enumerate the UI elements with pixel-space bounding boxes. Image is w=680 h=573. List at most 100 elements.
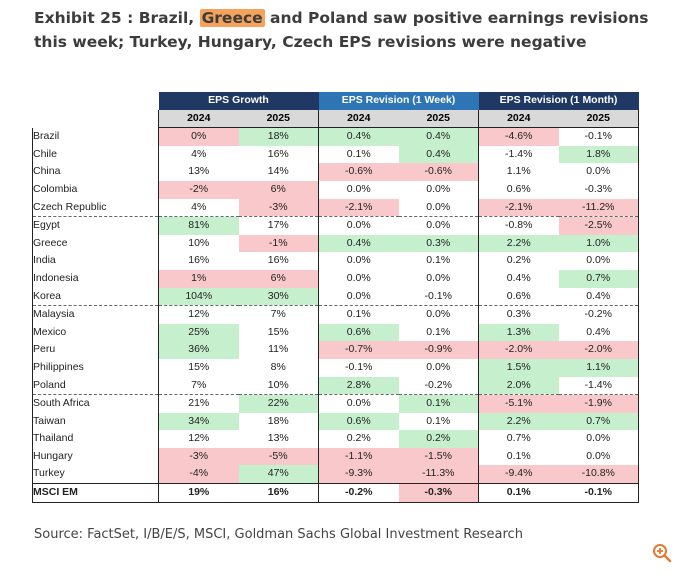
value-cell: 6%: [238, 180, 319, 199]
value-cell: -0.3%: [558, 180, 639, 199]
header-blank: [32, 92, 159, 110]
value-cell: -11.3%: [398, 465, 479, 485]
value-cell: -1.9%: [558, 394, 639, 413]
value-cell: 0.6%: [478, 287, 559, 307]
value-cell: 13%: [267, 432, 289, 445]
group-header-eps-revision-1w: EPS Revision (1 Week): [318, 92, 479, 110]
country-name: Hungary: [32, 447, 159, 466]
country-name: Greece: [32, 234, 159, 253]
value-cell: -5%: [238, 447, 319, 466]
year-header: 2025: [238, 109, 319, 129]
value-cell: 0.0%: [318, 287, 399, 307]
country-name: Turkey: [32, 465, 159, 485]
value-cell: -2.0%: [558, 341, 639, 359]
value-cell: 0.0%: [426, 182, 451, 195]
country-name: Czech Republic: [32, 198, 159, 218]
value-cell: 0.1%: [318, 305, 399, 324]
country-name: Egypt: [32, 216, 159, 235]
table-row: Poland 7% 10% 2.8% -0.2% 2.0% -1.4%: [32, 376, 639, 396]
value-cell: 0.1%: [426, 414, 451, 427]
value-cell: -9.4%: [478, 465, 559, 485]
value-cell: -1%: [238, 234, 319, 253]
table-row: India 16% 16% 0.0% 0.1% 0.2% 0.0%: [32, 252, 639, 270]
value-cell: -1.5%: [398, 447, 479, 466]
country-name: Taiwan: [32, 412, 159, 431]
value-cell: 0.7%: [558, 412, 639, 431]
value-cell: 0.0%: [558, 163, 639, 181]
country-name: Thailand: [32, 430, 159, 448]
value-cell: 0.7%: [478, 430, 559, 448]
value-cell: 0.4%: [398, 145, 479, 164]
value-cell: 2.2%: [478, 412, 559, 431]
value-cell: 13%: [158, 163, 239, 181]
value-cell: 8%: [270, 360, 286, 373]
country-name: Indonesia: [32, 269, 159, 288]
value-cell: 0.4%: [318, 127, 399, 146]
value-cell: 0.4%: [318, 234, 399, 253]
table-row: Chile 4% 16% 0.1% 0.4% -1.4% 1.8%: [32, 145, 639, 164]
value-cell: -0.3%: [398, 483, 479, 503]
value-cell: 0.0%: [318, 269, 399, 288]
value-cell: 0.0%: [426, 308, 451, 321]
value-cell: 34%: [158, 412, 239, 431]
value-cell: 6%: [238, 269, 319, 288]
country-name: India: [32, 252, 159, 270]
country-name: Mexico: [32, 323, 159, 342]
value-cell: -0.6%: [318, 163, 399, 181]
value-cell: 16%: [158, 252, 239, 270]
source-note: Source: FactSet, I/B/E/S, MSCI, Goldman …: [34, 527, 523, 542]
table-row: Greece 10% -1% 0.4% 0.3% 2.2% 1.0%: [32, 234, 639, 253]
value-cell: 22%: [238, 394, 319, 413]
value-cell: -0.2%: [398, 376, 479, 396]
country-name: Poland: [32, 376, 159, 396]
value-cell: 36%: [158, 341, 239, 359]
zoom-in-icon[interactable]: [652, 543, 672, 563]
value-cell: 47%: [238, 465, 319, 485]
table-row: Colombia -2% 6% 0.0% 0.0% 0.6% -0.3%: [32, 180, 639, 199]
year-header: 2024: [478, 109, 559, 129]
table-row: Brazil 0% 18% 0.4% 0.4% -4.6% -0.1%: [32, 127, 639, 146]
value-cell: 1.3%: [478, 323, 559, 342]
value-cell: 30%: [238, 287, 319, 307]
value-cell: -0.9%: [398, 341, 479, 359]
value-cell: 14%: [267, 165, 289, 178]
country-name: Colombia: [32, 180, 159, 199]
value-cell: 16%: [238, 483, 319, 503]
table-row: Indonesia 1% 6% 0.0% 0.0% 0.4% 0.7%: [32, 269, 639, 288]
country-name: MSCI EM: [32, 483, 159, 503]
value-cell: -0.2%: [558, 305, 639, 324]
value-cell: 0.0%: [426, 219, 451, 232]
value-cell: -1.4%: [478, 145, 559, 164]
value-cell: 0.0%: [318, 216, 399, 235]
country-name: Peru: [32, 341, 159, 359]
year-header: 2025: [558, 109, 639, 129]
value-cell: 0.0%: [558, 430, 639, 448]
value-cell: 2.8%: [318, 376, 399, 396]
title-prefix: Exhibit 25 : Brazil,: [34, 9, 200, 27]
value-cell: 0.6%: [318, 323, 399, 342]
year-header: 2024: [158, 109, 239, 129]
value-cell: 1.0%: [558, 234, 639, 253]
value-cell: -1.4%: [558, 376, 639, 396]
value-cell: 1.1%: [478, 163, 559, 181]
value-cell: -1.1%: [318, 447, 399, 466]
value-cell: 104%: [158, 287, 239, 307]
value-cell: -3%: [238, 198, 319, 218]
header-blank: [32, 109, 159, 128]
value-cell: 0.4%: [558, 323, 639, 342]
total-row: MSCI EM 19% 16% -0.2% -0.3% 0.1% -0.1%: [32, 483, 639, 503]
value-cell: 21%: [158, 394, 239, 413]
value-cell: 0.1%: [398, 394, 479, 413]
value-cell: -3%: [158, 447, 239, 466]
value-cell: 0.4%: [478, 269, 559, 288]
value-cell: 0%: [158, 127, 239, 146]
value-cell: 7%: [158, 376, 239, 396]
value-cell: 0.0%: [318, 180, 399, 199]
value-cell: -0.1%: [558, 483, 639, 503]
group-header-eps-revision-1m: EPS Revision (1 Month): [478, 92, 639, 110]
value-cell: -0.6%: [398, 163, 479, 181]
value-cell: 16%: [267, 254, 289, 267]
value-cell: 0.2%: [318, 430, 399, 448]
value-cell: 0.1%: [426, 325, 451, 338]
value-cell: 1.1%: [558, 358, 639, 377]
